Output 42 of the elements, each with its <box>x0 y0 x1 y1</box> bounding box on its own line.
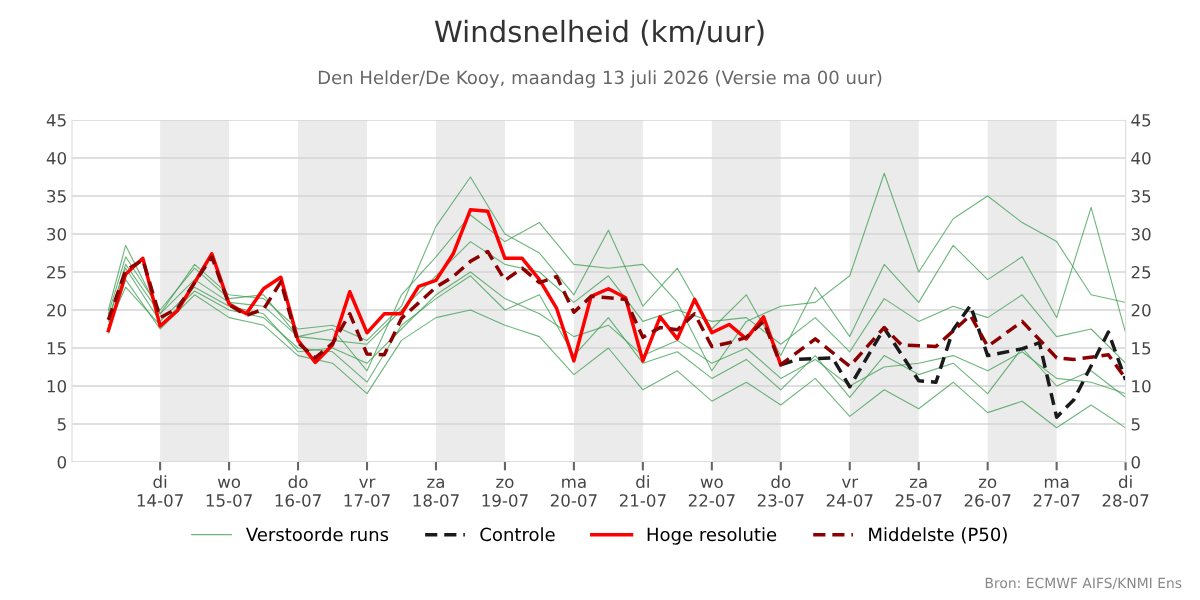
x-tick-label: vr 17-07 <box>344 478 390 507</box>
y2-tick-label: 40 <box>1131 151 1151 165</box>
y-tick-label: 35 <box>47 189 66 203</box>
x-tick-label: za 25-07 <box>895 478 942 507</box>
y-tick-label: 0 <box>57 455 67 469</box>
x-tick-label: za 18-07 <box>413 478 459 507</box>
y-tick-label: 15 <box>47 342 66 355</box>
x-tick-label: ma 27-07 <box>1033 478 1080 507</box>
legend-label: Hoge resolutie <box>647 527 777 545</box>
chart-title: Windsnelheid (km/uur) <box>434 19 764 46</box>
x-tick-label: zo 19-07 <box>482 478 528 507</box>
y-tick-label: 25 <box>47 265 66 279</box>
x-tick-label: di 28-07 <box>1102 475 1149 507</box>
y2-tick-label: 10 <box>1132 379 1151 393</box>
x-tick-label: do 23-07 <box>757 475 804 507</box>
legend-label: Middelste (P50) <box>869 527 1007 544</box>
y2-tick-label: 25 <box>1131 265 1151 279</box>
x-tick-label: wo 15-07 <box>206 478 252 507</box>
y-tick-label: 5 <box>57 418 66 431</box>
x-tick-label: di 21-07 <box>619 475 666 507</box>
y-tick-label: 20 <box>47 303 67 317</box>
x-tick-label: wo 22-07 <box>688 478 735 507</box>
x-tick-label: do 16-07 <box>275 475 321 507</box>
y-tick-label: 45 <box>46 114 66 127</box>
y-tick-label: 30 <box>47 227 67 241</box>
y2-tick-label: 15 <box>1132 342 1151 355</box>
x-tick-label: ma 20-07 <box>550 478 597 507</box>
y2-tick-label: 0 <box>1131 455 1140 469</box>
legend-label: Verstoorde runs <box>245 527 389 542</box>
x-tick-label: vr 24-07 <box>826 478 873 507</box>
chart-subtitle: Den Helder/De Kooy, maandag 13 juli 2026 (Versie ma 00 uur) <box>318 70 882 88</box>
y2-tick-label: 5 <box>1131 418 1140 431</box>
x-tick-label: zo 26-07 <box>964 478 1011 507</box>
y-tick-label: 40 <box>46 151 67 165</box>
y2-tick-label: 35 <box>1131 189 1151 203</box>
y2-tick-label: 20 <box>1131 303 1151 317</box>
y2-tick-label: 30 <box>1131 227 1151 241</box>
x-tick-label: di 14-07 <box>137 475 183 507</box>
y2-tick-label: 45 <box>1131 114 1151 127</box>
text: Bron: ECMWF AIFS/KNMI Ens <box>985 577 1182 590</box>
legend-label: Controle <box>480 527 555 542</box>
y-tick-label: 10 <box>47 379 67 393</box>
